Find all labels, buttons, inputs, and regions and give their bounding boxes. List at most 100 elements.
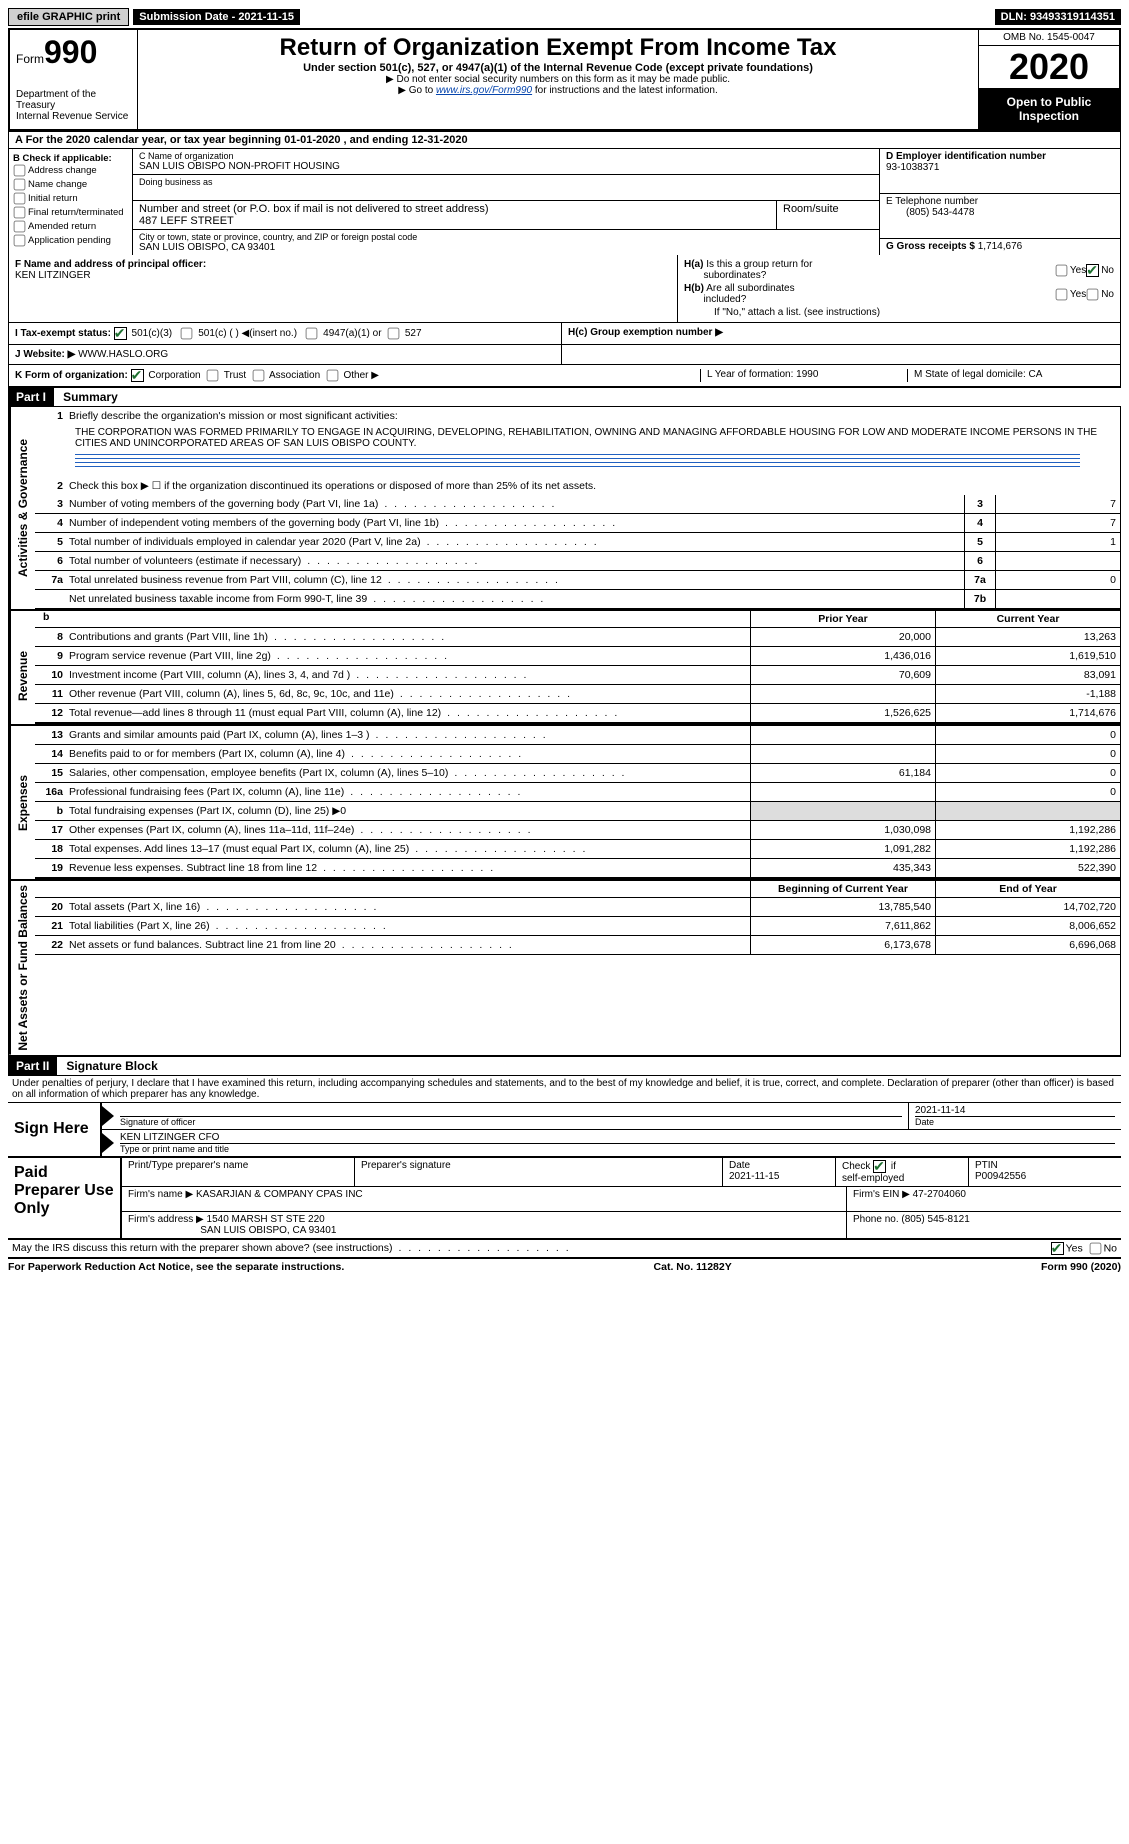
hc-label: H(c) Group exemption number ▶	[568, 327, 723, 338]
open-public: Open to Public Inspection	[979, 89, 1119, 129]
expense-line: bTotal fundraising expenses (Part IX, co…	[35, 802, 1120, 821]
ha-no-check[interactable]	[1086, 264, 1099, 277]
row-fh: F Name and address of principal officer:…	[8, 255, 1121, 323]
chk-501c3[interactable]	[114, 327, 127, 340]
tax-year: 2020	[979, 46, 1119, 89]
mission-text: THE CORPORATION WAS FORMED PRIMARILY TO …	[35, 425, 1120, 451]
dept-label: Department of the TreasuryInternal Reven…	[16, 89, 131, 122]
row-i: I Tax-exempt status: 501(c)(3) 501(c) ( …	[8, 323, 1121, 345]
ein-value: 93-1038371	[886, 162, 939, 173]
expense-line: 16aProfessional fundraising fees (Part I…	[35, 783, 1120, 802]
current-year-header: Current Year	[935, 611, 1120, 627]
firm-name: KASARJIAN & COMPANY CPAS INC	[196, 1189, 363, 1200]
officer-printed: KEN LITZINGER CFO	[120, 1132, 1115, 1143]
arrow-icon-2	[102, 1133, 114, 1153]
expense-line: 15Salaries, other compensation, employee…	[35, 764, 1120, 783]
self-emp-check[interactable]	[873, 1160, 886, 1173]
prep-name-label: Print/Type preparer's name	[122, 1158, 355, 1186]
note1: ▶ Do not enter social security numbers o…	[148, 74, 968, 85]
officer-name: KEN LITZINGER	[15, 270, 91, 281]
declaration-text: Under penalties of perjury, I declare th…	[8, 1076, 1121, 1102]
gross-value: 1,714,676	[978, 241, 1023, 252]
note2: ▶ Go to www.irs.gov/Form990 for instruct…	[148, 85, 968, 96]
part2-bar: Part II Signature Block	[8, 1055, 1121, 1075]
firm-phone: (805) 545-8121	[901, 1214, 969, 1225]
l-year: L Year of formation: 1990	[700, 369, 907, 382]
discuss-yes[interactable]	[1051, 1242, 1064, 1255]
j-label: J Website: ▶	[15, 349, 75, 360]
ptin: P00942556	[975, 1171, 1026, 1182]
gov-line: Net unrelated business taxable income fr…	[35, 590, 1120, 609]
prep-sig-label: Preparer's signature	[355, 1158, 723, 1186]
dba-label: Doing business as	[139, 177, 873, 187]
submission-date: Submission Date - 2021-11-15	[133, 9, 300, 25]
cat-no: Cat. No. 11282Y	[654, 1261, 732, 1273]
firm-ein: 47-2704060	[913, 1189, 966, 1200]
netasset-line: 21Total liabilities (Part X, line 26)7,6…	[35, 917, 1120, 936]
room-label: Room/suite	[783, 203, 873, 215]
gov-line: 6Total number of volunteers (estimate if…	[35, 552, 1120, 571]
gov-line: 4Number of independent voting members of…	[35, 514, 1120, 533]
net-header-row: Net Assets or Fund Balances Beginning of…	[8, 879, 1121, 1055]
side-tab-gov: Activities & Governance	[9, 407, 35, 609]
topbar: efile GRAPHIC print Submission Date - 20…	[8, 8, 1121, 26]
part1-header: Part I	[8, 388, 54, 406]
expense-line: 17Other expenses (Part IX, column (A), l…	[35, 821, 1120, 840]
efile-btn[interactable]: efile GRAPHIC print	[8, 8, 129, 26]
revenue-line: 10Investment income (Part VIII, column (…	[35, 666, 1120, 685]
org-name: SAN LUIS OBISPO NON-PROFIT HOUSING	[139, 161, 873, 172]
revenue-line: 11Other revenue (Part VIII, column (A), …	[35, 685, 1120, 704]
part2-header: Part II	[8, 1057, 57, 1075]
hb-no[interactable]: No	[1086, 288, 1114, 301]
chk-other[interactable]	[326, 370, 341, 381]
part1-bar: Part I Summary	[8, 388, 1121, 406]
chk-name[interactable]: Name change	[13, 178, 128, 191]
chk-amended[interactable]: Amended return	[13, 220, 128, 233]
b-title: B Check if applicable:	[13, 153, 112, 164]
hb-note: If "No," attach a list. (see instruction…	[684, 307, 1114, 318]
chk-501c[interactable]	[180, 328, 195, 339]
sig-date: 2021-11-14	[915, 1105, 1115, 1116]
ein-label: D Employer identification number	[886, 151, 1046, 162]
form-label: Form	[16, 52, 44, 66]
ha-yes[interactable]: Yes	[1055, 264, 1086, 277]
chk-corp[interactable]	[131, 369, 144, 382]
irs-link[interactable]: www.irs.gov/Form990	[436, 85, 532, 96]
city-label: City or town, state or province, country…	[139, 232, 873, 242]
chk-4947[interactable]	[305, 328, 320, 339]
part2-title: Signature Block	[60, 1059, 157, 1073]
revenue-line: 12Total revenue—add lines 8 through 11 (…	[35, 704, 1120, 724]
sig-officer-label: Signature of officer	[120, 1116, 902, 1127]
chk-527[interactable]	[387, 328, 402, 339]
chk-pending[interactable]: Application pending	[13, 234, 128, 247]
signature-block: Under penalties of perjury, I declare th…	[8, 1075, 1121, 1273]
chk-trust[interactable]	[206, 370, 221, 381]
c-name-label: C Name of organization	[139, 151, 873, 161]
part1-title: Summary	[57, 390, 118, 404]
end-year-header: End of Year	[935, 881, 1120, 897]
form-header: Form990 Department of the TreasuryIntern…	[8, 28, 1121, 132]
revenue-section: Revenue 8Contributions and grants (Part …	[8, 628, 1121, 724]
block-bcde: B Check if applicable: Address change Na…	[8, 149, 1121, 255]
dba-value	[139, 187, 873, 198]
begin-year-header: Beginning of Current Year	[750, 881, 935, 897]
gov-line: 3Number of voting members of the governi…	[35, 495, 1120, 514]
expense-line: 13Grants and similar amounts paid (Part …	[35, 726, 1120, 745]
i-label: I Tax-exempt status:	[15, 328, 111, 339]
phone-label: E Telephone number	[886, 196, 978, 207]
arrow-icon	[102, 1106, 114, 1126]
chk-assoc[interactable]	[252, 370, 267, 381]
col-de: D Employer identification number 93-1038…	[879, 149, 1120, 255]
chk-initial[interactable]: Initial return	[13, 192, 128, 205]
paid-preparer-label: Paid Preparer Use Only	[8, 1158, 120, 1238]
gov-line: 7aTotal unrelated business revenue from …	[35, 571, 1120, 590]
rev-header-row: b Prior Year Current Year	[8, 609, 1121, 628]
discuss-no[interactable]	[1089, 1242, 1104, 1254]
hb-yes[interactable]: Yes	[1055, 288, 1086, 301]
sign-here-label: Sign Here	[8, 1103, 100, 1156]
line2-desc: Check this box ▶ ☐ if the organization d…	[67, 479, 1120, 493]
city-value: SAN LUIS OBISPO, CA 93401	[139, 242, 873, 253]
chk-address[interactable]: Address change	[13, 164, 128, 177]
type-name-label: Type or print name and title	[120, 1143, 1115, 1154]
chk-final[interactable]: Final return/terminated	[13, 206, 128, 219]
